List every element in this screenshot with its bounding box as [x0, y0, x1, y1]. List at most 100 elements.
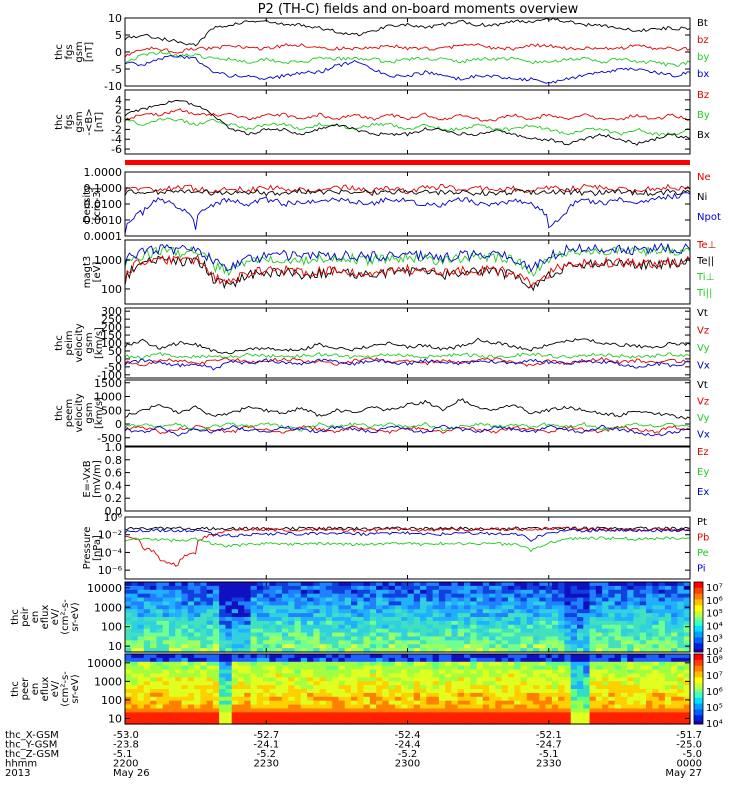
heatmap-cell	[125, 665, 132, 671]
y-tick-label: 250	[101, 313, 122, 326]
heatmap-cell	[238, 613, 245, 618]
heatmap-cell	[125, 700, 132, 706]
heatmap-cell	[564, 708, 572, 713]
heatmap-cell	[432, 661, 440, 667]
heatmap-cell	[300, 593, 308, 599]
heatmap-cell	[451, 673, 459, 678]
heatmap-cell	[495, 648, 503, 653]
series-line-Vy	[124, 351, 691, 360]
separator-bar	[125, 160, 690, 165]
heatmap-cell	[219, 669, 227, 675]
colorbar-segment	[694, 677, 703, 681]
heatmap-cell	[457, 708, 465, 713]
heatmap-cell	[219, 704, 227, 710]
heatmap-cell	[664, 673, 672, 678]
colorbar-segment	[694, 668, 703, 672]
y-axis-label: Density	[82, 185, 93, 223]
axis-row-label: thc_Z-GSM	[5, 749, 59, 760]
y-axis-label: [nPa]	[92, 535, 103, 561]
heatmap-cell	[150, 589, 157, 595]
heatmap-cell	[533, 613, 540, 618]
heatmap-cell	[131, 704, 139, 710]
heatmap-cell	[200, 692, 208, 698]
heatmap-cell	[307, 628, 314, 634]
heatmap-cell	[187, 716, 195, 721]
heatmap-cell	[482, 665, 490, 671]
heatmap-cell	[646, 712, 653, 717]
heatmap-cell	[677, 657, 685, 663]
heatmap-cell	[325, 696, 333, 702]
heatmap-cell	[401, 644, 409, 649]
heatmap-cell	[143, 593, 151, 599]
heatmap-cell	[608, 657, 616, 663]
heatmap-cell	[583, 665, 591, 671]
heatmap-cell	[614, 677, 622, 682]
heatmap-cell	[275, 636, 283, 641]
heatmap-cell	[595, 708, 603, 713]
heatmap-cell	[325, 661, 333, 667]
heatmap-cell	[639, 628, 647, 634]
heatmap-cell	[319, 620, 327, 626]
heatmap-cell	[457, 661, 465, 667]
colorbar-segment	[694, 596, 703, 600]
heatmap-cell	[238, 624, 245, 630]
heatmap-cell	[131, 605, 139, 610]
heatmap-cell	[238, 677, 245, 682]
heatmap-cell	[595, 704, 603, 710]
heatmap-cell	[275, 585, 283, 591]
heatmap-cell	[671, 644, 679, 649]
heatmap-cell	[583, 609, 591, 614]
heatmap-cell	[464, 605, 471, 610]
heatmap-cell	[294, 609, 302, 614]
heatmap-cell	[570, 700, 578, 706]
heatmap-cell	[175, 624, 183, 630]
heatmap-cell	[627, 582, 635, 587]
heatmap-cell	[200, 644, 208, 649]
heatmap-cell	[507, 681, 515, 686]
heatmap-cell	[526, 620, 534, 626]
heatmap-cell	[388, 640, 396, 645]
heatmap-cell	[325, 648, 333, 653]
heatmap-cell	[156, 644, 164, 649]
heatmap-cell	[614, 617, 622, 622]
heatmap-cell	[212, 700, 220, 706]
heatmap-cell	[137, 605, 145, 610]
heatmap-cell	[175, 597, 183, 603]
heatmap-cell	[219, 644, 227, 649]
heatmap-cell	[658, 692, 666, 698]
heatmap-cell	[382, 617, 390, 622]
heatmap-cell	[489, 585, 496, 591]
heatmap-cell	[457, 665, 465, 671]
heatmap-cell	[131, 613, 139, 618]
heatmap-cell	[250, 593, 258, 599]
heatmap-cell	[558, 589, 566, 595]
heatmap-cell	[620, 632, 628, 638]
heatmap-cell	[250, 692, 258, 698]
heatmap-cell	[482, 640, 490, 645]
heatmap-cell	[407, 585, 415, 591]
heatmap-cell	[457, 692, 465, 698]
heatmap-cell	[476, 589, 484, 595]
heatmap-cell	[300, 648, 308, 653]
heatmap-cell	[533, 624, 540, 630]
heatmap-cell	[457, 689, 465, 694]
heatmap-cell	[231, 685, 239, 690]
panel-frame	[124, 516, 691, 580]
heatmap-cell	[445, 589, 453, 595]
heatmap-cell	[244, 669, 252, 675]
heatmap-cell	[162, 657, 170, 663]
series-line-Pe	[124, 536, 691, 553]
heatmap-cell	[125, 593, 132, 599]
heatmap-cell	[577, 677, 584, 682]
heatmap-cell	[614, 585, 622, 591]
heatmap-cell	[476, 712, 484, 717]
heatmap-cell	[677, 665, 685, 671]
heatmap-cell	[633, 644, 641, 649]
heatmap-cell	[150, 640, 157, 645]
heatmap-cell	[394, 720, 402, 725]
heatmap-cell	[595, 601, 603, 606]
heatmap-cell	[577, 700, 584, 706]
heatmap-cell	[168, 665, 176, 671]
heatmap-cell	[332, 620, 340, 626]
